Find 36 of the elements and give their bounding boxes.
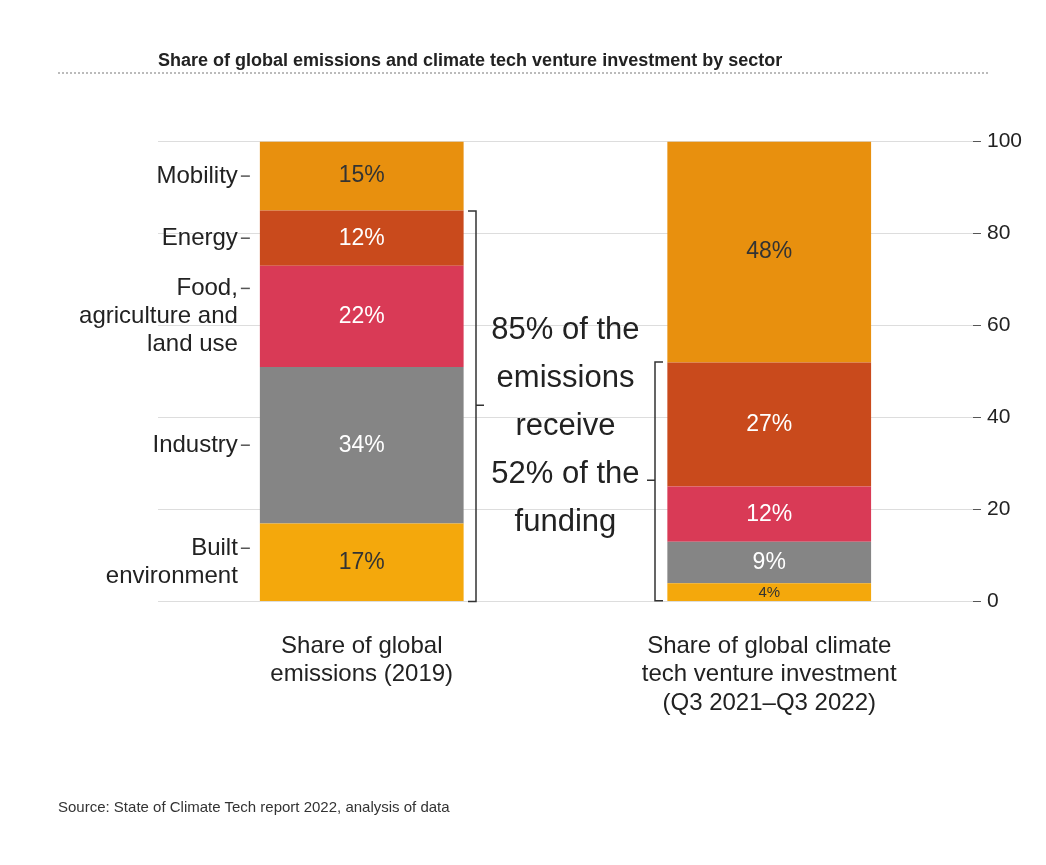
bar [667, 541, 872, 584]
y-tick-label: 60 [986, 312, 1011, 336]
data-label: 9% [752, 547, 786, 574]
x-tick-label: Share of global climate tech venture investment (Q3 2021–Q3 2022) [641, 630, 897, 716]
data-label: 48% [746, 237, 793, 264]
bar [667, 583, 872, 602]
source-note: Source: State of Climate Tech report 2022, analysis of data [58, 798, 451, 816]
series-label: Mobility [156, 160, 238, 188]
bar [259, 210, 464, 266]
bar [259, 265, 464, 367]
y-tick-label: 0 [986, 588, 999, 612]
bar [667, 141, 872, 363]
x-tick-label: Share of global emissions (2019) [270, 630, 454, 687]
chart-title: Share of global emissions and climate tech venture investment by sector [158, 49, 783, 70]
data-label: 15% [338, 161, 385, 188]
bar [667, 362, 872, 487]
data-label: 12% [746, 499, 793, 526]
series-label: Energy [161, 222, 238, 250]
bar [667, 486, 872, 542]
bar [259, 141, 464, 211]
data-label: 34% [338, 430, 385, 457]
bar [259, 367, 464, 524]
data-label: 17% [338, 547, 385, 574]
y-tick-label: 20 [986, 496, 1011, 520]
data-label: 22% [338, 301, 385, 328]
data-label: 27% [746, 409, 793, 436]
bar [259, 523, 464, 602]
y-tick-label: 100 [986, 128, 1023, 152]
data-label: 12% [338, 223, 385, 250]
y-tick-label: 80 [986, 220, 1011, 244]
annotation: 85% of the emissions receive 52% of the funding [491, 310, 640, 538]
y-tick-label: 40 [986, 404, 1011, 428]
series-label: Industry [152, 429, 238, 457]
series-label: Food, agriculture and land use [79, 273, 238, 357]
series-label: Built environment [105, 532, 239, 588]
data-label: 4% [758, 583, 781, 601]
